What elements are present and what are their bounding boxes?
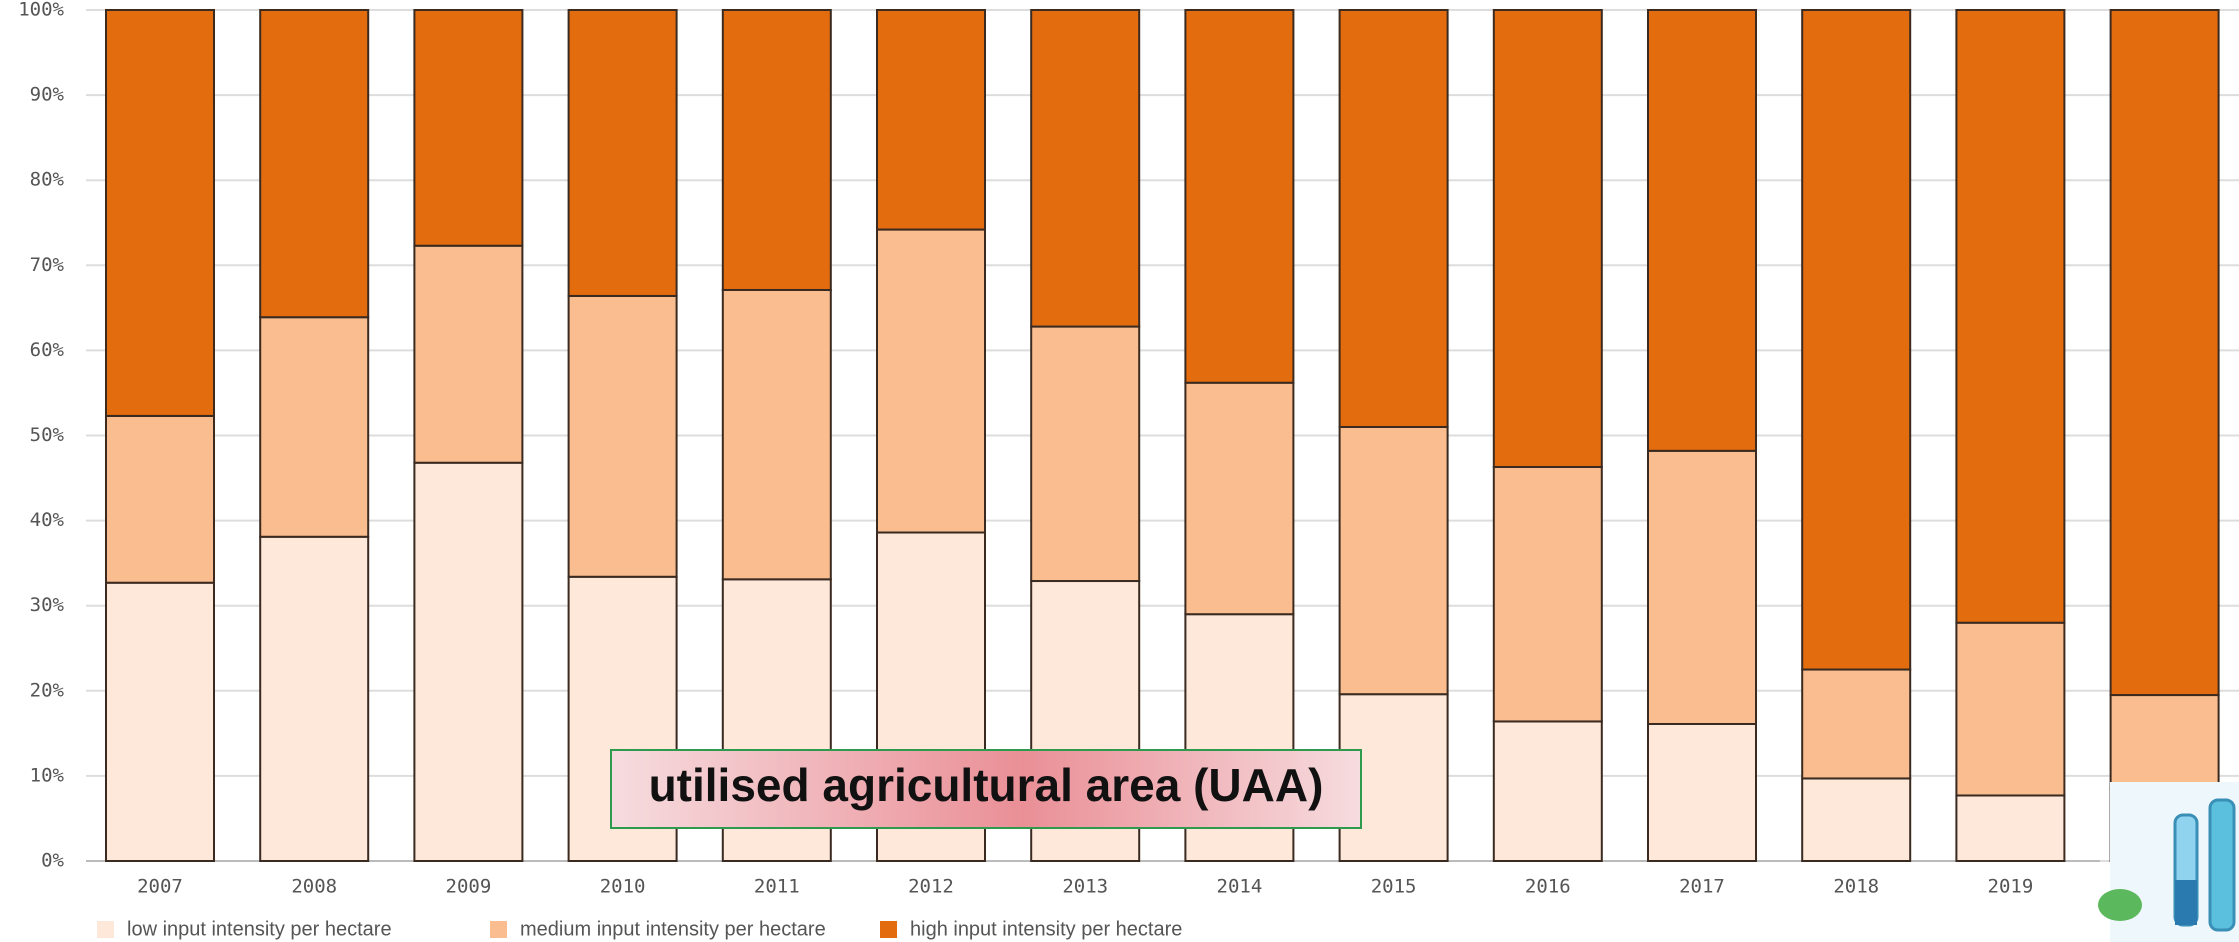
bar-segment [1801,9,1912,671]
y-tick-label: 60% [30,339,65,361]
x-tick-label: 2018 [1833,876,1879,898]
bar-segment [2109,694,2220,790]
y-tick-label: 10% [30,764,65,786]
legend-label: high input intensity per hectare [910,918,1182,940]
x-tick-label: 2012 [908,876,954,898]
bar-segment [721,288,832,581]
bar-segment [1647,722,1757,863]
y-tick-label: 70% [30,254,65,276]
bar-segment [1184,9,1295,384]
bar-segment [1492,720,1603,862]
y-tick-label: 100% [18,0,64,21]
bar-segment [1184,381,1295,616]
bar-segment [259,9,370,319]
annotation-box [610,749,1362,829]
bar-segment [876,9,986,231]
bar-segment [105,414,215,584]
x-tick-label: 2007 [137,876,183,898]
bar-segment [567,294,678,578]
bar-segment [1338,693,1449,862]
bar-segment [1030,325,1141,583]
x-tick-label: 2016 [1525,876,1571,898]
bar-segment [259,535,370,862]
x-tick-label: 2011 [754,876,800,898]
bar-segment [1492,9,1603,468]
x-tick-label: 2017 [1679,876,1725,898]
bar-segment [721,9,832,291]
x-tick-label: 2010 [600,876,646,898]
bar-segment [105,9,215,417]
bar-segment [413,244,524,464]
x-tick-label: 2015 [1371,876,1417,898]
legend-swatch [490,921,507,938]
x-tick-label: 2008 [291,876,337,898]
y-tick-label: 30% [30,594,65,616]
legend-swatch [880,921,897,938]
bar-segment [2109,9,2220,697]
bar-segment [1338,9,1449,428]
bar-segment [1955,794,2066,863]
legend-label: low input intensity per hectare [127,918,392,940]
y-tick-label: 90% [30,84,65,106]
decorative-image [2098,782,2239,942]
y-tick-label: 40% [30,509,65,531]
bar-segment [1647,449,1757,725]
y-tick-label: 50% [30,424,65,446]
bar-segment [1955,621,2066,797]
bar-segment [1801,668,1912,780]
annotation: utilised agricultural area (UAA) [649,759,1324,811]
bar-segment [413,9,524,247]
y-tick-label: 0% [41,850,64,872]
x-tick-label: 2009 [446,876,492,898]
y-tick-label: 80% [30,169,65,191]
bar-segment [259,316,370,538]
bar-segment [1338,425,1449,696]
bar-segment [1955,9,2066,624]
x-tick-label: 2019 [1988,876,2034,898]
bar-segment [567,9,678,297]
bar-segment [1801,777,1912,862]
x-tick-label: 2014 [1217,876,1263,898]
bar-segment [1492,465,1603,723]
x-tick-label: 2013 [1062,876,1108,898]
bar-segment [413,461,524,862]
legend-swatch [97,921,114,938]
bar-segment [1647,9,1757,452]
bar-segment [876,228,986,534]
legend-label: medium input intensity per hectare [520,918,826,940]
y-tick-label: 20% [30,679,65,701]
bar-segment [105,581,215,863]
bar-segment [1030,9,1141,328]
